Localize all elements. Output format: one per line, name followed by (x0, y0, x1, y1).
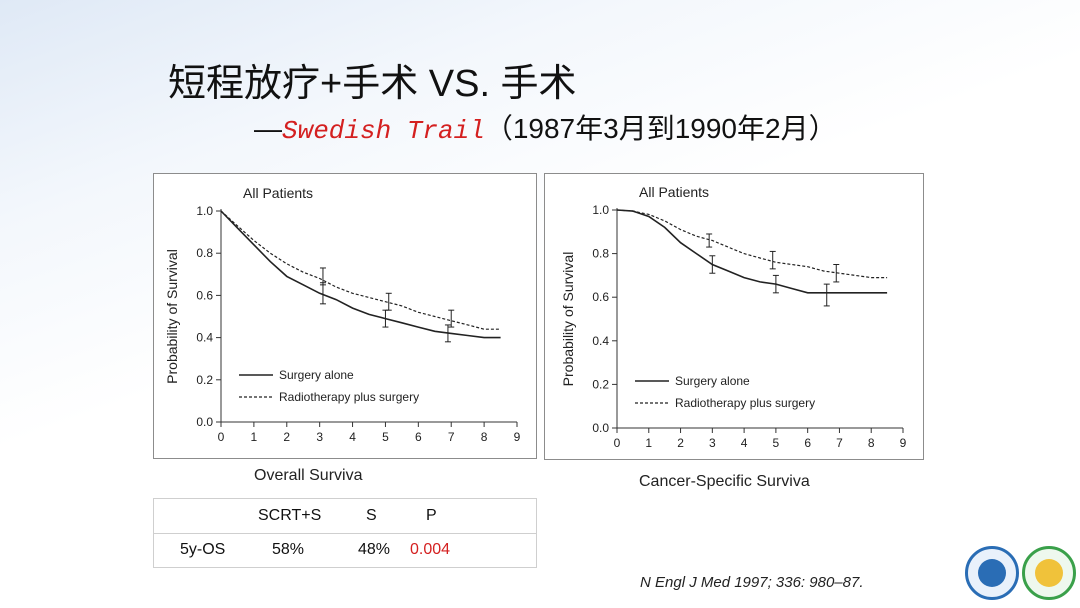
y-tick-label: 1.0 (592, 203, 609, 217)
y-tick-label: 0.2 (196, 373, 213, 387)
subtitle-dash: — (254, 113, 282, 144)
chart-title: All Patients (243, 185, 313, 201)
y-tick-label: 0.6 (592, 290, 609, 304)
legend-label-surgery-alone: Surgery alone (675, 374, 750, 388)
slide-title: 短程放疗+手术 VS. 手术 (168, 63, 577, 105)
caption-overall-survival: Overall Surviva (254, 467, 363, 484)
y-tick-label: 0.8 (196, 246, 213, 260)
table-cell-label: 5y-OS (180, 541, 226, 558)
table-row: 5y-OS 58% 48% 0.004 (154, 533, 536, 567)
slide-subtitle: —Swedish Trail（1987年3月到1990年2月） (254, 107, 837, 147)
table-header-row: SCRT+S S P (154, 499, 536, 534)
x-tick-label: 5 (382, 430, 389, 444)
series-line-surgery-alone (220, 210, 501, 339)
y-tick-label: 0.4 (196, 331, 213, 345)
table-cell-s: 48% (358, 541, 391, 558)
x-tick-label: 4 (741, 436, 748, 450)
y-tick-label: 1.0 (196, 204, 213, 218)
subtitle-dates: （1987年3月到1990年2月） (484, 113, 837, 144)
x-tick-label: 9 (514, 430, 521, 444)
y-axis-label: Probability of Survival (164, 249, 180, 384)
legend-label-surgery-alone: Surgery alone (279, 368, 354, 382)
x-tick-label: 2 (677, 436, 684, 450)
y-tick-label: 0.4 (592, 334, 609, 348)
y-tick-label: 0.0 (196, 415, 213, 429)
cancer-specific-survival-chart: All Patients Probability of Survival 0.0 0.… (544, 173, 924, 460)
x-tick-label: 8 (868, 436, 875, 450)
legend-label-radiotherapy: Radiotherapy plus surgery (675, 396, 815, 410)
y-tick-label: 0.8 (592, 247, 609, 261)
citation: N Engl J Med 1997; 336: 980–87. (640, 574, 864, 591)
x-tick-label: 0 (614, 436, 621, 450)
x-tick-label: 5 (773, 436, 780, 450)
overall-survival-chart: All Patients Probability of Survival 0.0 0.… (153, 173, 537, 459)
table-cell-scrt: 58% (272, 541, 305, 558)
x-tick-label: 9 (900, 436, 907, 450)
table-header-s: S (366, 507, 377, 524)
x-tick-label: 7 (836, 436, 843, 450)
overall-survival-plot: All Patients Probability of Survival 0.0 0.… (164, 185, 521, 444)
caption-cancer-specific-survival: Cancer-Specific Surviva (639, 473, 810, 490)
subtitle-trial-name: Swedish Trail (282, 116, 485, 146)
cancer-specific-survival-plot: All Patients Probability of Survival 0.0 0.… (560, 184, 907, 450)
x-tick-label: 0 (218, 430, 225, 444)
x-tick-label: 1 (645, 436, 652, 450)
series-line-radiotherapy-plus-surgery (616, 209, 888, 279)
institution-logo-icon (1022, 546, 1076, 600)
x-tick-label: 2 (283, 430, 290, 444)
y-tick-label: 0.0 (592, 421, 609, 435)
x-tick-label: 3 (709, 436, 716, 450)
series-line-surgery-alone (616, 209, 888, 294)
x-tick-label: 8 (481, 430, 488, 444)
legend-label-radiotherapy: Radiotherapy plus surgery (279, 390, 419, 404)
table-header-p: P (426, 507, 437, 524)
survival-table: SCRT+S S P 5y-OS 58% 48% 0.004 (153, 498, 537, 568)
table-cell-p: 0.004 (410, 541, 451, 558)
x-tick-label: 4 (349, 430, 356, 444)
hospital-logo-icon (965, 546, 1019, 600)
y-tick-label: 0.6 (196, 288, 213, 302)
x-tick-label: 3 (316, 430, 323, 444)
chart-title: All Patients (639, 184, 709, 200)
x-tick-label: 1 (251, 430, 258, 444)
table-header-scrt: SCRT+S (258, 507, 322, 524)
x-tick-label: 6 (804, 436, 811, 450)
series-line-radiotherapy-plus-surgery (220, 210, 501, 330)
x-tick-label: 6 (415, 430, 422, 444)
y-tick-label: 0.2 (592, 377, 609, 391)
x-tick-label: 7 (448, 430, 455, 444)
y-axis-label: Probability of Survival (560, 252, 576, 387)
